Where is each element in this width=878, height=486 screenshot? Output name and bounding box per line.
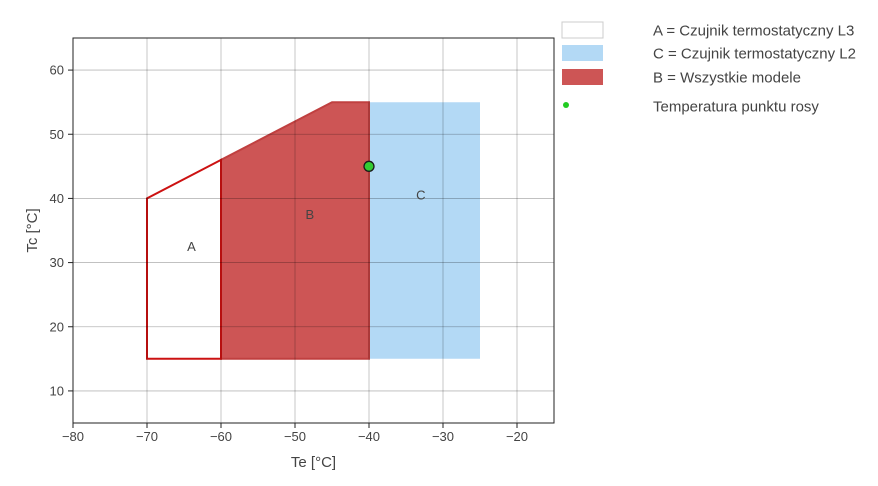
y-tick-label: 40 (50, 191, 64, 206)
region-a (146, 158, 222, 360)
y-tick-label: 10 (50, 383, 64, 398)
legend-dot-swatch (563, 102, 569, 108)
x-tick-label: −50 (284, 429, 306, 444)
y-tick-label: 60 (50, 63, 64, 78)
legend-label: Temperatura punktu rosy (653, 99, 819, 116)
x-axis-title: Te [°C] (291, 454, 336, 471)
x-tick-label: −60 (210, 429, 232, 444)
y-axis-title: Tc [°C] (24, 208, 41, 252)
region-c (369, 102, 480, 359)
x-tick-label: −30 (432, 429, 454, 444)
legend-label: A = Czujnik termostatyczny L3 (653, 23, 854, 40)
y-tick-label: 30 (50, 255, 64, 270)
legend-label: B = Wszystkie modele (653, 70, 801, 87)
legend-label: C = Czujnik termostatyczny L2 (653, 46, 856, 63)
legend-swatch (562, 45, 603, 61)
dew-point-marker (363, 160, 375, 172)
region-label-b: B (305, 207, 314, 222)
region-label-a: A (187, 239, 196, 254)
x-tick-label: −70 (136, 429, 158, 444)
x-tick-label: −20 (506, 429, 528, 444)
region-label-c: C (416, 188, 425, 203)
x-tick-label: −80 (62, 429, 84, 444)
y-tick-label: 20 (50, 319, 64, 334)
plot-frame (72, 37, 555, 424)
legend-swatch (561, 21, 604, 39)
y-tick-label: 50 (50, 127, 64, 142)
x-tick-label: −40 (358, 429, 380, 444)
legend-swatch (562, 69, 603, 85)
